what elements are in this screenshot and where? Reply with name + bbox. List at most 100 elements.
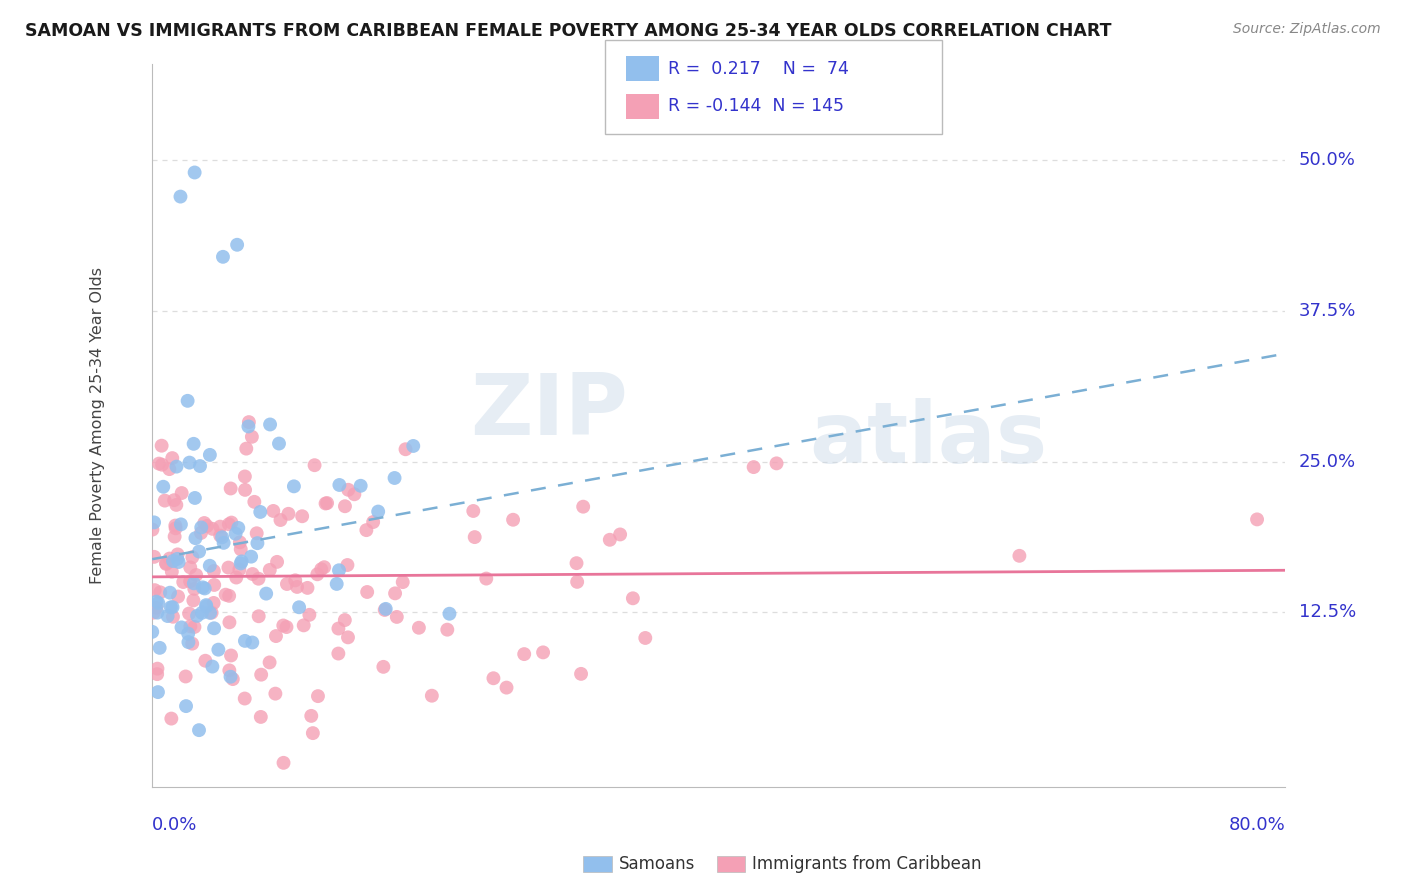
Point bbox=[316, 496, 339, 510]
Point bbox=[337, 483, 360, 497]
Text: R =  0.217    N =  74: R = 0.217 N = 74 bbox=[668, 60, 849, 78]
Point bbox=[285, 580, 308, 594]
Point bbox=[177, 626, 200, 640]
Point bbox=[160, 712, 183, 726]
Point bbox=[157, 462, 180, 476]
Point bbox=[259, 563, 281, 577]
Point bbox=[337, 631, 360, 645]
Point bbox=[1246, 512, 1268, 526]
Point bbox=[150, 439, 173, 453]
Point bbox=[634, 631, 657, 645]
Point bbox=[156, 609, 179, 624]
Point bbox=[146, 662, 169, 676]
Point bbox=[166, 459, 188, 474]
Point bbox=[145, 600, 167, 615]
Point bbox=[742, 460, 765, 475]
Point bbox=[211, 530, 233, 544]
Point bbox=[202, 596, 225, 610]
Text: 25.0%: 25.0% bbox=[1299, 452, 1357, 471]
Point bbox=[201, 522, 224, 536]
Point bbox=[229, 535, 252, 549]
Point bbox=[181, 550, 204, 565]
Point bbox=[170, 486, 193, 500]
Point bbox=[238, 419, 260, 434]
Text: 50.0%: 50.0% bbox=[1299, 152, 1355, 169]
Point bbox=[163, 493, 186, 508]
Point bbox=[145, 594, 167, 608]
Point bbox=[464, 530, 486, 544]
Point bbox=[217, 560, 239, 574]
Point bbox=[174, 699, 197, 714]
Point bbox=[297, 581, 319, 595]
Point bbox=[218, 615, 240, 630]
Point bbox=[328, 622, 350, 636]
Point bbox=[165, 518, 187, 533]
Point bbox=[214, 588, 236, 602]
Point bbox=[233, 469, 256, 483]
Point bbox=[160, 600, 183, 615]
Point bbox=[163, 530, 186, 544]
Point bbox=[167, 555, 190, 569]
Point bbox=[188, 458, 211, 473]
Point bbox=[142, 606, 165, 620]
Point bbox=[143, 549, 166, 564]
Text: SAMOAN VS IMMIGRANTS FROM CARIBBEAN FEMALE POVERTY AMONG 25-34 YEAR OLDS CORRELA: SAMOAN VS IMMIGRANTS FROM CARIBBEAN FEMA… bbox=[25, 22, 1112, 40]
Point bbox=[184, 491, 207, 505]
Point bbox=[361, 515, 384, 529]
Point bbox=[162, 554, 184, 568]
Point bbox=[146, 606, 169, 620]
Point bbox=[149, 640, 172, 655]
Point bbox=[184, 531, 207, 545]
Point bbox=[276, 620, 298, 634]
Point bbox=[181, 637, 204, 651]
Point bbox=[254, 586, 277, 600]
Point bbox=[391, 575, 413, 590]
Point bbox=[195, 599, 218, 614]
Point bbox=[183, 437, 205, 451]
Point bbox=[408, 621, 430, 635]
Point bbox=[170, 517, 193, 532]
Point bbox=[502, 513, 524, 527]
Point bbox=[394, 442, 416, 457]
Point bbox=[402, 439, 425, 453]
Point bbox=[225, 526, 247, 541]
Point bbox=[150, 458, 173, 472]
Text: 0.0%: 0.0% bbox=[152, 816, 197, 834]
Point bbox=[273, 756, 295, 770]
Point bbox=[284, 574, 307, 588]
Point bbox=[202, 564, 225, 578]
Point bbox=[198, 558, 221, 573]
Point bbox=[333, 613, 356, 627]
Point bbox=[188, 544, 211, 558]
Point bbox=[262, 504, 284, 518]
Point bbox=[247, 609, 270, 624]
Point bbox=[165, 498, 187, 512]
Point bbox=[218, 589, 240, 603]
Point bbox=[298, 607, 321, 622]
Point bbox=[291, 509, 314, 524]
Point bbox=[149, 585, 172, 599]
Point bbox=[367, 504, 389, 518]
Point bbox=[531, 645, 554, 659]
Point bbox=[264, 629, 287, 643]
Point bbox=[162, 609, 184, 624]
Point bbox=[314, 560, 336, 574]
Point bbox=[155, 557, 177, 571]
Point bbox=[190, 520, 212, 534]
Point bbox=[194, 654, 217, 668]
Point bbox=[765, 456, 787, 470]
Point bbox=[179, 619, 201, 633]
Point bbox=[240, 549, 263, 564]
Point bbox=[176, 393, 198, 408]
Point bbox=[222, 672, 245, 686]
Point bbox=[266, 555, 288, 569]
Point bbox=[198, 606, 221, 620]
Point bbox=[373, 660, 395, 674]
Point bbox=[233, 691, 256, 706]
Point bbox=[219, 482, 242, 496]
Point bbox=[246, 536, 269, 550]
Point bbox=[315, 496, 337, 510]
Point bbox=[153, 493, 176, 508]
Point bbox=[169, 189, 191, 203]
Point bbox=[159, 585, 181, 599]
